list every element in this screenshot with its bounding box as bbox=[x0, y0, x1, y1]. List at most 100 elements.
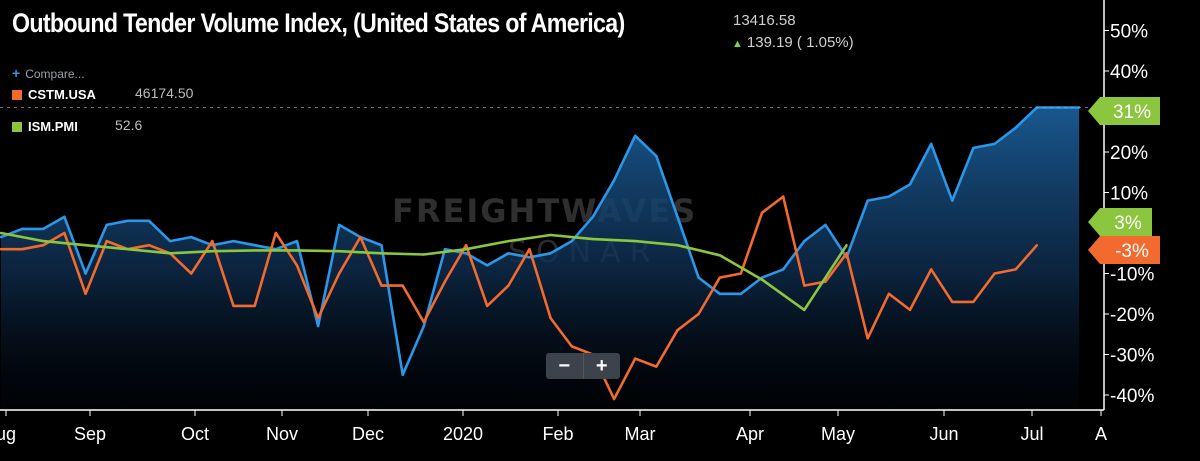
data-point bbox=[20, 227, 24, 231]
series-line-outbound-tender-volume-index[interactable] bbox=[0, 106, 1080, 377]
data-point bbox=[549, 252, 552, 255]
data-point bbox=[464, 248, 468, 251]
data-point bbox=[253, 304, 256, 308]
data-point bbox=[803, 239, 806, 243]
data-point bbox=[866, 337, 869, 340]
data-point bbox=[782, 268, 785, 271]
data-point bbox=[507, 239, 510, 243]
data-point bbox=[507, 284, 510, 287]
data-point bbox=[295, 264, 299, 267]
data-point bbox=[338, 250, 341, 253]
data-point bbox=[274, 231, 277, 235]
zoom-in-button[interactable]: + bbox=[595, 355, 608, 377]
x-tick-label: Nov bbox=[266, 424, 298, 444]
y-tick-label: -40% bbox=[1110, 386, 1154, 407]
data-point bbox=[380, 284, 383, 287]
data-point bbox=[570, 239, 573, 243]
data-point bbox=[253, 244, 256, 247]
data-point bbox=[760, 278, 764, 281]
data-point bbox=[866, 199, 869, 202]
compare-label: Compare... bbox=[25, 67, 85, 81]
data-point bbox=[359, 235, 362, 239]
data-point bbox=[316, 316, 320, 320]
data-point bbox=[295, 239, 299, 243]
series-line-cstm-usa[interactable] bbox=[1, 195, 1038, 401]
data-point bbox=[126, 248, 129, 251]
data-point bbox=[908, 308, 912, 312]
data-point bbox=[697, 312, 700, 316]
data-point bbox=[42, 227, 45, 231]
data-point bbox=[951, 300, 954, 304]
x-tick-label: 2020 bbox=[443, 424, 483, 444]
x-tick-label: Oct bbox=[181, 424, 209, 444]
compare-button[interactable]: + Compare... bbox=[12, 65, 85, 81]
data-point bbox=[84, 272, 87, 275]
data-point bbox=[760, 211, 764, 214]
y-tick-label: 10% bbox=[1110, 184, 1148, 205]
data-point bbox=[295, 249, 299, 252]
x-tick-label: May bbox=[821, 424, 855, 444]
data-point bbox=[422, 320, 425, 324]
data-point bbox=[464, 252, 468, 255]
data-point bbox=[634, 357, 637, 360]
data-point bbox=[528, 256, 531, 259]
data-point bbox=[676, 329, 679, 332]
badge-shape bbox=[1088, 236, 1160, 264]
change-text: 139.19 ( 1.05%) bbox=[746, 34, 854, 51]
data-point bbox=[211, 250, 214, 253]
change-value: ▲ 139.19 ( 1.05%) bbox=[732, 34, 854, 51]
legend-name-cstm: CSTM.USA bbox=[28, 87, 96, 102]
data-point bbox=[845, 252, 848, 255]
y-tick-label: -30% bbox=[1110, 346, 1154, 367]
data-point bbox=[570, 345, 573, 348]
zoom-control: − + bbox=[546, 353, 620, 379]
data-point bbox=[232, 239, 235, 243]
x-tick-label: Jul bbox=[1020, 424, 1043, 444]
data-point bbox=[697, 276, 700, 279]
plus-icon: + bbox=[12, 65, 21, 81]
data-point bbox=[824, 223, 827, 227]
data-point bbox=[126, 219, 129, 222]
data-point bbox=[443, 280, 447, 283]
zoom-out-button[interactable]: − bbox=[558, 355, 571, 377]
legend-item-ism[interactable]: ISM.PMI 52.6 bbox=[12, 117, 142, 134]
x-tick-label: Feb bbox=[542, 424, 573, 444]
data-point bbox=[464, 244, 468, 247]
x-tick-label: Sep bbox=[74, 424, 106, 444]
data-point bbox=[147, 219, 151, 222]
chart-title: Outbound Tender Volume Index, (United St… bbox=[12, 8, 625, 38]
data-point bbox=[190, 235, 193, 239]
data-point bbox=[782, 195, 785, 198]
badge-label: -3% bbox=[1115, 241, 1149, 262]
legend-swatch-ism bbox=[12, 122, 22, 132]
x-tick-label: A bbox=[1095, 424, 1107, 444]
data-point bbox=[316, 324, 320, 328]
x-tick-label: Mar bbox=[625, 424, 656, 444]
data-point bbox=[803, 284, 806, 287]
data-point bbox=[549, 233, 552, 237]
data-point bbox=[63, 231, 66, 235]
badge-label: 3% bbox=[1114, 213, 1142, 234]
legend-item-cstm[interactable]: CSTM.USA 46174.50 bbox=[12, 85, 193, 102]
data-point bbox=[401, 284, 404, 287]
badge-shape bbox=[1088, 97, 1160, 125]
value-badges: 31% 3% -3% bbox=[1088, 97, 1160, 264]
legend-value-cstm: 46174.50 bbox=[135, 85, 194, 101]
series-area-outbound-tender-volume-index bbox=[1, 107, 1080, 410]
data-point bbox=[612, 179, 616, 182]
data-point bbox=[634, 134, 637, 137]
data-point bbox=[42, 239, 45, 243]
data-point bbox=[718, 254, 721, 257]
y-tick-label: -10% bbox=[1110, 265, 1154, 286]
data-point bbox=[211, 239, 214, 243]
data-point bbox=[908, 183, 912, 186]
data-point bbox=[1014, 126, 1017, 129]
data-point bbox=[528, 248, 531, 251]
data-point bbox=[676, 244, 679, 247]
data-point bbox=[147, 244, 151, 247]
data-point bbox=[443, 248, 447, 251]
data-point bbox=[422, 324, 425, 328]
data-point bbox=[803, 308, 806, 312]
